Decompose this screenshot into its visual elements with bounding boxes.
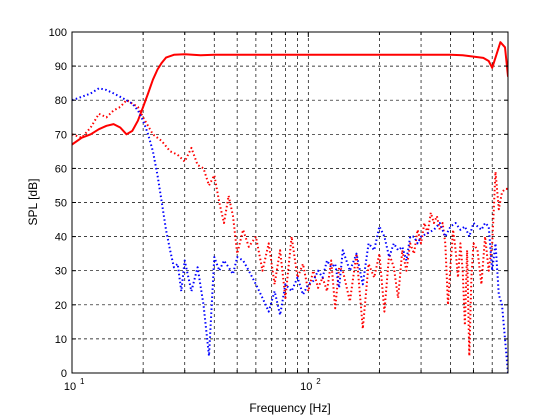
y-tick-label: 50 xyxy=(55,198,67,210)
y-tick-label: 10 xyxy=(55,334,67,346)
x-tick-exponent: 2 xyxy=(316,377,321,386)
series-line-0 xyxy=(72,41,508,146)
series-line-2 xyxy=(72,87,508,373)
x-axis-label: Frequency [Hz] xyxy=(249,401,330,415)
series-line-1 xyxy=(72,99,508,357)
y-tick-label: 40 xyxy=(55,232,67,244)
y-tick-label: 30 xyxy=(55,266,67,278)
y-tick-label: 90 xyxy=(55,61,67,73)
y-tick-label: 70 xyxy=(55,129,67,141)
y-tick-label: 20 xyxy=(55,300,67,312)
x-tick-exponent: 1 xyxy=(80,377,85,386)
y-axis-label: SPL [dB] xyxy=(26,179,40,226)
y-tick-label: 60 xyxy=(55,163,67,175)
series-layer xyxy=(72,41,508,373)
grid xyxy=(72,32,508,373)
x-tick-label: 10 2 xyxy=(300,377,321,393)
y-tick-label: 0 xyxy=(61,368,67,380)
x-tick-base: 10 xyxy=(64,381,76,393)
x-tick-base: 10 xyxy=(300,381,312,393)
y-tick-label: 100 xyxy=(49,27,67,39)
x-tick-label: 10 1 xyxy=(64,377,85,393)
y-tick-label: 80 xyxy=(55,95,67,107)
